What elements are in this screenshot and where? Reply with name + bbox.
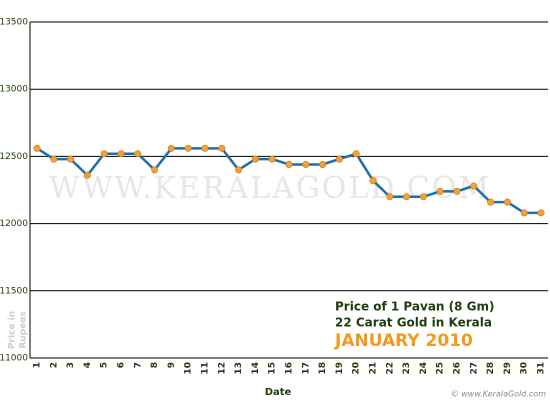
x-tick-label: 6	[117, 362, 127, 368]
x-tick-label: 13	[234, 362, 244, 375]
point	[386, 193, 394, 201]
x-tick-label: 26	[453, 362, 463, 375]
x-tick-label: 23	[402, 362, 412, 375]
x-axis-label: Date	[265, 387, 292, 398]
y-tick-label: 13500	[0, 18, 28, 28]
point	[67, 155, 75, 163]
point	[83, 171, 91, 179]
point	[487, 198, 495, 206]
x-tick-label: 1	[33, 362, 43, 368]
point	[470, 182, 478, 190]
point	[50, 155, 58, 163]
x-tick-label: 8	[150, 362, 160, 368]
point	[201, 144, 209, 152]
x-tick-label: 31	[537, 362, 547, 375]
x-tick-label: 18	[318, 362, 328, 375]
point	[419, 193, 427, 201]
x-tick-label: 5	[100, 362, 110, 368]
point	[117, 150, 125, 158]
y-tick-label: 12000	[0, 219, 28, 229]
x-tick-label: 24	[419, 362, 429, 375]
point	[251, 155, 259, 163]
x-tick-label: 21	[369, 362, 379, 375]
point	[268, 155, 276, 163]
x-tick-label: 16	[285, 362, 295, 375]
point	[453, 187, 461, 195]
x-tick-label: 12	[217, 362, 227, 375]
x-tick-label: 17	[301, 362, 311, 375]
point	[403, 193, 411, 201]
x-tick-label: 4	[83, 362, 93, 368]
point	[100, 150, 108, 158]
watermark: WWW.KERALAGOLD.COM	[49, 171, 491, 206]
x-tick-label: 19	[335, 362, 345, 375]
point	[537, 209, 545, 217]
x-tick-label: 9	[167, 362, 177, 368]
x-tick-label: 30	[520, 362, 530, 375]
y-axis-label: Price in Rupees	[8, 311, 29, 349]
y-tick-label: 11500	[0, 286, 28, 296]
point	[151, 166, 159, 174]
x-tick-label: 20	[352, 362, 362, 375]
point	[235, 166, 243, 174]
legend-title: Price of 1 Pavan (8 Gm)	[335, 300, 495, 314]
legend-title: 22 Carat Gold in Kerala	[335, 316, 492, 330]
x-tick-label: 11	[201, 362, 211, 375]
point	[134, 150, 142, 158]
x-tick-label: 15	[268, 362, 278, 375]
point	[520, 209, 528, 217]
y-tick-label: 13000	[0, 85, 28, 95]
x-tick-label: 28	[486, 362, 496, 375]
x-tick-label: 10	[184, 362, 194, 375]
credit: © www.KeralaGold.com	[451, 390, 547, 399]
y-tick-label: 12500	[0, 152, 28, 162]
x-tick-label: 2	[49, 362, 59, 368]
x-tick-label: 3	[66, 362, 76, 368]
point	[352, 150, 360, 158]
point	[302, 160, 310, 168]
point	[285, 160, 293, 168]
point	[184, 144, 192, 152]
point	[167, 144, 175, 152]
legend-subtitle: JANUARY 2010	[334, 331, 473, 351]
x-tick-label: 14	[251, 362, 261, 375]
point	[335, 155, 343, 163]
point	[436, 187, 444, 195]
y-tick-label: 11000	[0, 354, 28, 364]
point	[369, 177, 377, 185]
point	[218, 144, 226, 152]
point	[503, 198, 511, 206]
x-tick-label: 27	[469, 362, 479, 375]
x-tick-label: 29	[503, 362, 513, 375]
x-tick-label: 22	[385, 362, 395, 375]
point	[319, 160, 327, 168]
y-axis-label-line: Price in	[8, 311, 18, 349]
y-axis-label-line: Rupees	[19, 311, 29, 348]
x-tick-label: 7	[133, 362, 143, 368]
point	[33, 144, 41, 152]
x-tick-label: 25	[436, 362, 446, 375]
